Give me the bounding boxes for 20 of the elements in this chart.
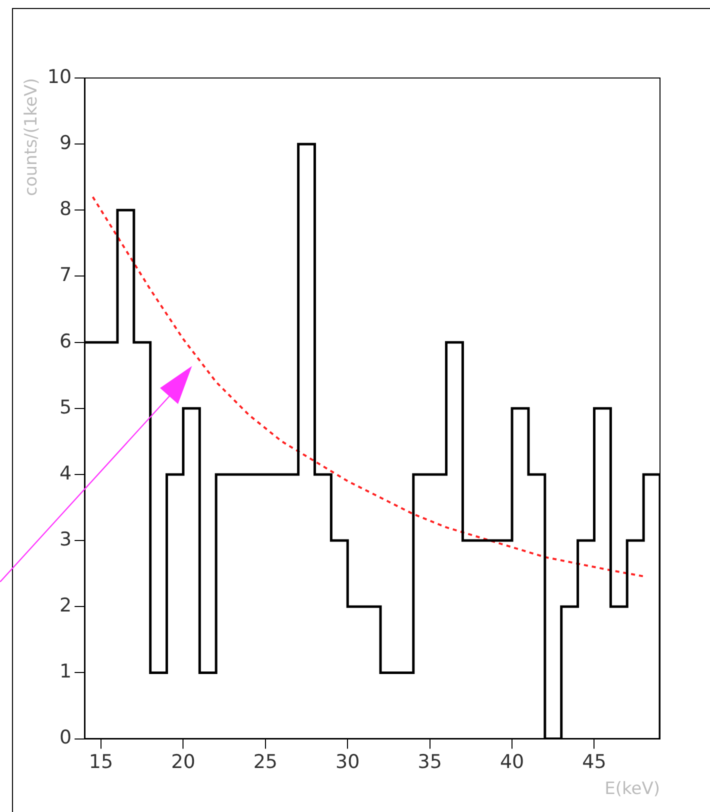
y-tick-label: 9 [59,132,72,154]
y-tick-label: 7 [59,264,72,286]
y-tick-label: 4 [59,462,72,484]
y-tick-label: 3 [59,528,72,550]
y-tick-label: 5 [59,396,72,418]
x-tick-label: 25 [253,751,278,774]
x-tick-label: 40 [500,751,524,774]
x-tick-label: 35 [418,751,442,774]
y-tick-label: 10 [47,66,72,88]
y-axis-title: counts/(1keV) [22,78,42,196]
x-tick-label: 20 [171,751,196,774]
x-axis-title: E(keV) [604,779,660,800]
y-tick-label: 6 [59,330,72,352]
y-tick-label: 0 [59,726,72,749]
y-tick-label: 2 [59,594,72,617]
x-tick-label: 45 [582,751,606,774]
x-tick-label: 15 [88,751,114,774]
x-tick-label: 30 [336,751,360,774]
y-tick-label: 1 [59,660,72,683]
y-tick-label: 8 [59,198,72,220]
